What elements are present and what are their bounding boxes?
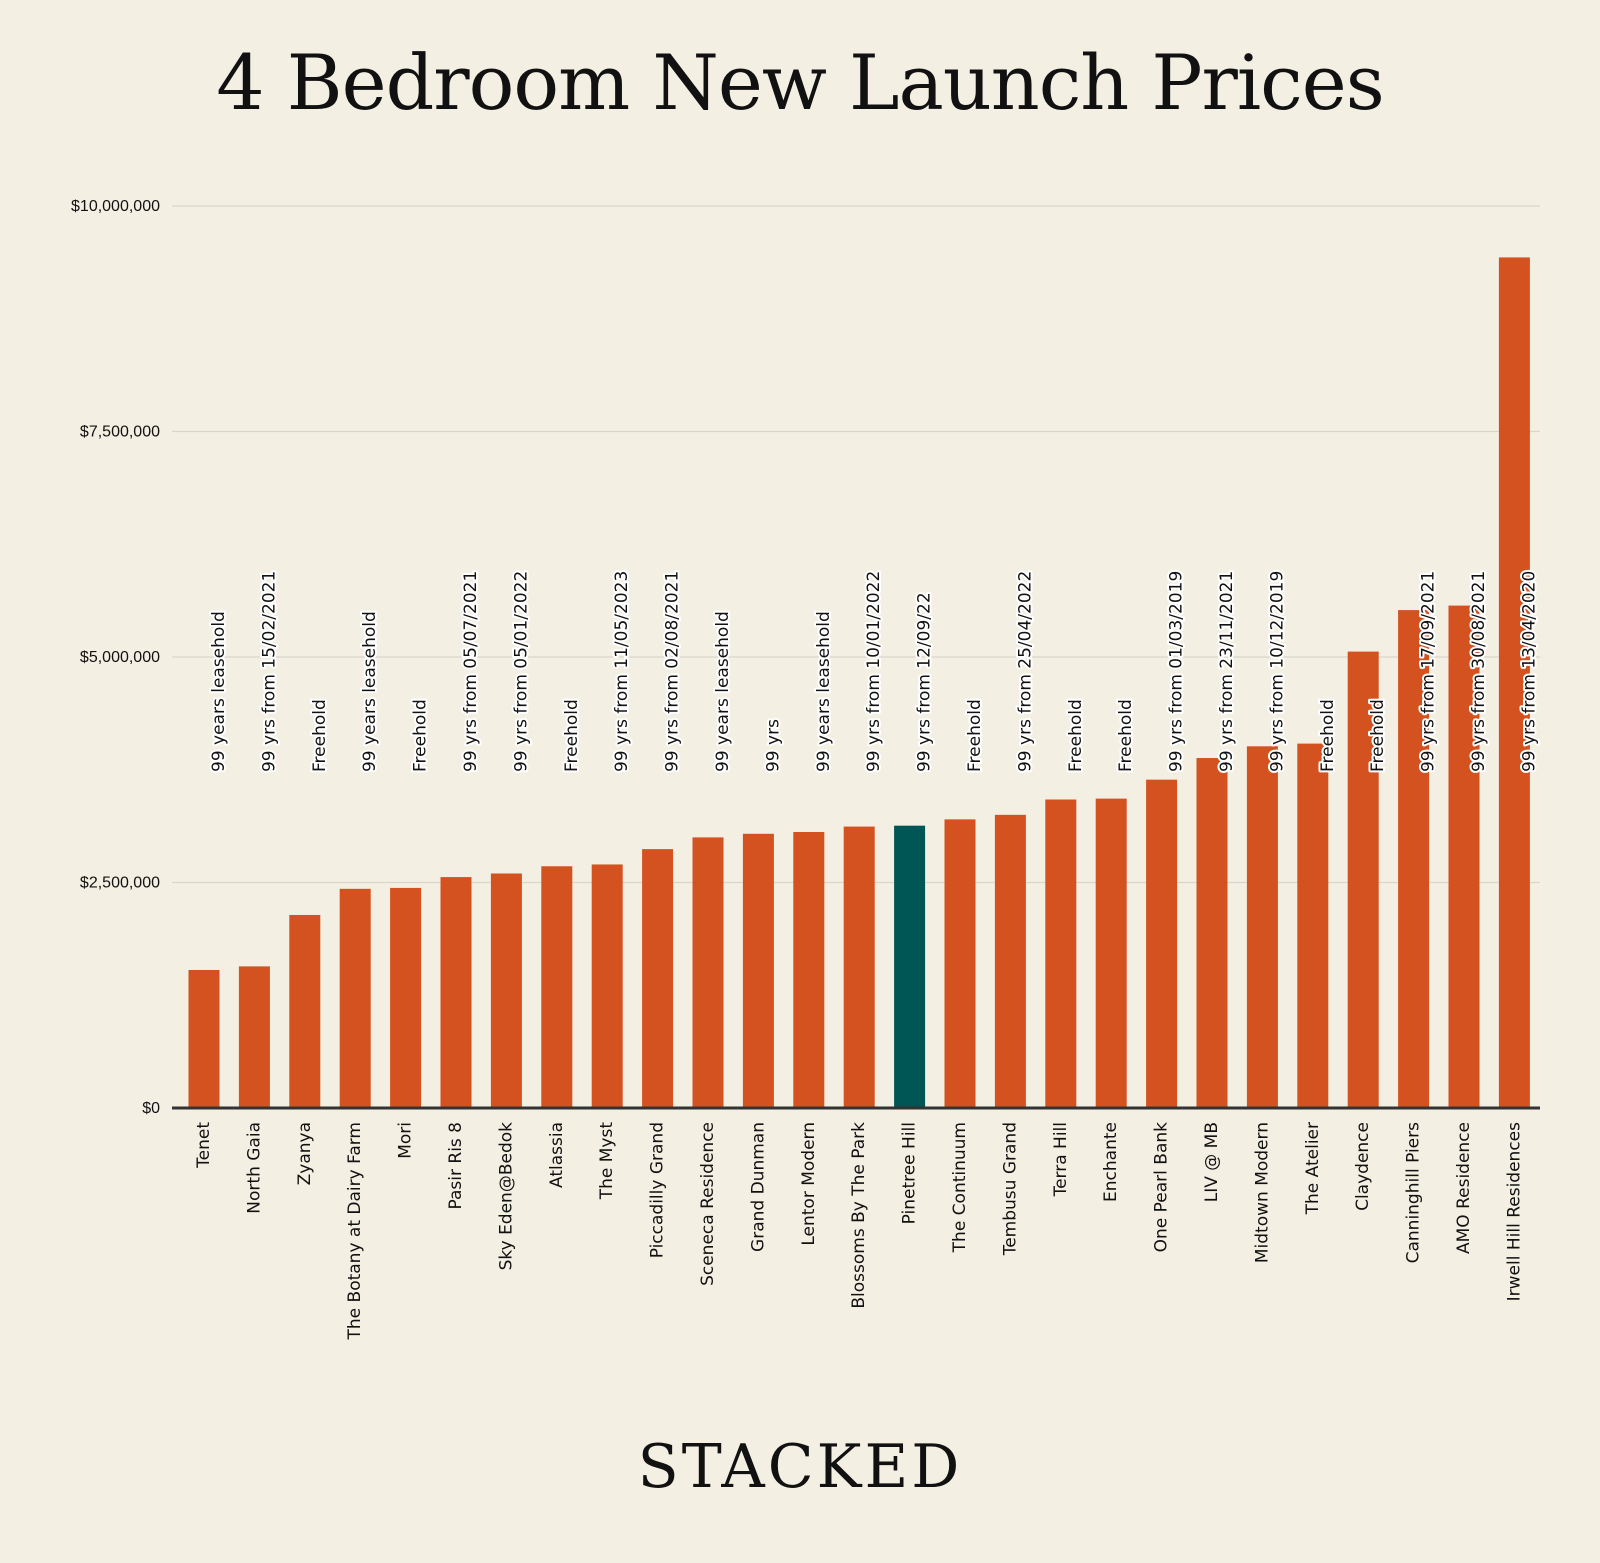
- tenure-label: Freehold: [562, 699, 582, 772]
- tenure-label: 99 yrs: [763, 719, 783, 772]
- x-tick-label: The Continuum: [950, 1122, 970, 1253]
- tenure-label: 99 yrs from 30/08/2021: [1469, 571, 1489, 772]
- x-tick-label: North Gaia: [244, 1122, 264, 1214]
- x-tick-label: Terra Hill: [1051, 1122, 1071, 1197]
- tenure-label: 99 years leasehold: [209, 611, 229, 772]
- bar-22: [1297, 743, 1329, 1108]
- x-tick-label: Sky Eden@Bedok: [496, 1122, 516, 1271]
- x-axis-tick-labels: Tenet North Gaia Zyanya The Botany at Dairy…: [194, 1122, 1524, 1341]
- tenure-label: 99 yrs from 01/03/2019: [1167, 571, 1187, 772]
- x-tick-label: The Botany at Dairy Farm: [345, 1122, 365, 1340]
- tenure-label: 99 yrs from 05/01/2022: [511, 571, 531, 772]
- bar-0: [188, 969, 220, 1108]
- x-tick-label: Claydence: [1353, 1122, 1373, 1211]
- x-tick-label: LIV @ MB: [1202, 1122, 1222, 1202]
- bar-6: [490, 873, 522, 1108]
- bar-24: [1398, 610, 1430, 1108]
- bar-16: [994, 814, 1026, 1108]
- y-tick-label: $7,500,000: [80, 424, 160, 441]
- x-tick-label: Lentor Modern: [799, 1122, 819, 1246]
- x-tick-label: Midtown Modern: [1252, 1122, 1272, 1263]
- bar-14: [894, 825, 926, 1108]
- y-tick-label: $10,000,000: [71, 198, 160, 215]
- tenure-label: Freehold: [310, 699, 330, 772]
- stacked-logo: STACKED: [637, 1432, 963, 1502]
- y-tick-label: $0: [142, 1100, 160, 1117]
- y-axis-tick-labels: $0 $2,500,000 $5,000,000 $7,500,000 $10,000,…: [71, 198, 160, 1117]
- x-tick-label: Sceneca Residence: [698, 1122, 718, 1286]
- bar-4: [390, 887, 422, 1108]
- tenure-label: 99 years leasehold: [814, 611, 834, 772]
- bar-20: [1196, 758, 1228, 1108]
- bar-13: [843, 826, 875, 1108]
- x-tick-label: Tembusu Grand: [1000, 1122, 1020, 1256]
- bar-26: [1498, 257, 1530, 1108]
- x-tick-label: Pasir Ris 8: [446, 1122, 466, 1210]
- bar-11: [742, 833, 774, 1108]
- x-tick-label: Grand Dunman: [748, 1122, 768, 1252]
- x-tick-label: One Pearl Bank: [1152, 1122, 1172, 1253]
- tenure-label: 99 yrs from 25/04/2022: [1015, 571, 1035, 772]
- tenure-label: 99 yrs from 17/09/2021: [1419, 571, 1439, 772]
- tenure-labels: 99 years leasehold 99 yrs from 15/02/2021…: [207, 569, 1541, 774]
- x-tick-label: Piccadilly Grand: [648, 1122, 668, 1258]
- tenure-label: Freehold: [1066, 699, 1086, 772]
- tenure-label: 99 yrs from 15/02/2021: [259, 571, 279, 772]
- tenure-label: Freehold: [1368, 699, 1388, 772]
- bar-21: [1246, 746, 1278, 1108]
- tenure-label: Freehold: [411, 699, 431, 772]
- x-tick-label: Pinetree Hill: [900, 1122, 920, 1224]
- x-tick-label: AMO Residence: [1454, 1122, 1474, 1254]
- x-tick-label: Canninghill Piers: [1404, 1122, 1424, 1264]
- bar-18: [1095, 798, 1127, 1108]
- tenure-label: 99 yrs from 05/07/2021: [461, 571, 481, 772]
- tenure-label: Freehold: [965, 699, 985, 772]
- chart-title: 4 Bedroom New Launch Prices: [216, 38, 1384, 127]
- bar-17: [1045, 799, 1077, 1108]
- bar-10: [692, 837, 724, 1108]
- x-tick-label: Enchante: [1101, 1122, 1121, 1202]
- x-tick-label: Zyanya: [295, 1122, 315, 1185]
- bar-1: [238, 966, 270, 1108]
- tenure-label: 99 yrs from 02/08/2021: [663, 571, 683, 772]
- tenure-label: 99 yrs from 10/01/2022: [864, 571, 884, 772]
- bar-2: [289, 914, 321, 1108]
- grid-lines: [172, 205, 1540, 884]
- tenure-label: 99 yrs from 23/11/2021: [1217, 571, 1237, 772]
- tenure-label: 99 years leasehold: [360, 611, 380, 772]
- bar-7: [541, 866, 573, 1108]
- x-tick-label: Mori: [396, 1122, 416, 1159]
- y-tick-label: $5,000,000: [80, 649, 160, 666]
- x-tick-label: The Myst: [597, 1122, 617, 1201]
- tenure-label: Freehold: [1116, 699, 1136, 772]
- x-tick-label: Irwell Hill Residences: [1504, 1122, 1524, 1301]
- bar-25: [1448, 605, 1480, 1108]
- bar-15: [944, 819, 976, 1108]
- bar-12: [793, 831, 825, 1108]
- x-tick-label: Blossoms By The Park: [849, 1122, 869, 1309]
- tenure-label: Freehold: [1318, 699, 1338, 772]
- bar-5: [440, 877, 472, 1108]
- bars: [188, 257, 1530, 1108]
- bar-9: [642, 849, 674, 1108]
- tenure-label: 99 yrs from 12/09/22: [915, 592, 935, 772]
- bar-19: [1146, 779, 1178, 1108]
- tenure-label: 99 years leasehold: [713, 611, 733, 772]
- x-tick-label: Atlassia: [547, 1122, 567, 1188]
- tenure-label: 99 yrs from 10/12/2019: [1267, 571, 1287, 772]
- bar-3: [339, 888, 371, 1108]
- tenure-label: 99 yrs from 13/04/2020: [1519, 571, 1539, 772]
- bar-8: [591, 864, 623, 1108]
- x-tick-label: Tenet: [194, 1122, 214, 1169]
- bar-23: [1347, 651, 1379, 1108]
- x-tick-label: The Atelier: [1303, 1122, 1323, 1215]
- y-tick-label: $2,500,000: [80, 875, 160, 892]
- tenure-label: 99 yrs from 11/05/2023: [612, 571, 632, 772]
